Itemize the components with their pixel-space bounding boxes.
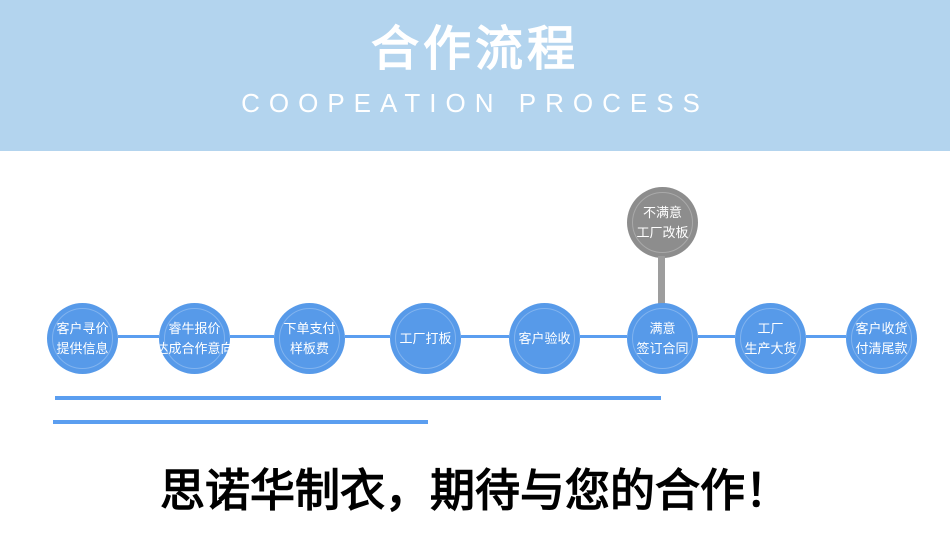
flow-connector [345, 335, 390, 338]
flow-node-label: 满意 [649, 320, 676, 336]
page-title: 合作流程 [370, 23, 579, 76]
flow-node-label: 客户收货 [855, 320, 908, 336]
flow-node-unsatisfied-revision: 不满意 工厂改板 [627, 187, 698, 258]
flow-node-label: 样板费 [289, 340, 329, 356]
flow-node-label: 客户寻价 [56, 320, 109, 336]
flow-node-customer-inquiry: 客户寻价 提供信息 [47, 303, 118, 374]
header-banner: 合作流程 COOPEATION PROCESS [0, 0, 950, 151]
flow-node-factory-sampling: 工厂打板 [390, 303, 461, 374]
flow-node-label: 生产大货 [744, 340, 797, 356]
flow-node-label: 付清尾款 [855, 340, 908, 356]
flow-node-label: 达成合作意向 [155, 340, 234, 356]
flow-node-label: 工厂改板 [636, 224, 689, 240]
flow-node-order-sample-fee: 下单支付 样板费 [274, 303, 345, 374]
page-subtitle: COOPEATION PROCESS [241, 88, 709, 118]
flow-connector [580, 335, 627, 338]
decorative-underline-short [53, 420, 428, 424]
vertical-connector [658, 256, 665, 305]
flow-node-label: 工厂打板 [399, 330, 452, 346]
flow-node-label: 不满意 [642, 204, 682, 220]
flow-connector [698, 335, 735, 338]
flow-connector [230, 335, 274, 338]
decorative-underline-long [55, 396, 661, 400]
footer-slogan: 思诺华制衣，期待与您的合作！ [159, 466, 790, 516]
flow-node-quote-agreement: 睿牛报价 达成合作意向 [156, 303, 234, 374]
flow-node-delivery-final-payment: 客户收货 付清尾款 [846, 303, 917, 374]
flow-node-label: 提供信息 [56, 340, 109, 356]
flow-connector [461, 335, 509, 338]
flow-node-label: 客户验收 [518, 330, 571, 346]
flow-node-customer-acceptance: 客户验收 [509, 303, 580, 374]
flow-connector [118, 335, 159, 338]
flow-node-label: 下单支付 [283, 320, 336, 336]
flow-connector [806, 335, 846, 338]
flow-node-label: 工厂 [757, 320, 784, 336]
flow-node-sign-contract: 满意 签订合同 [627, 303, 698, 374]
flow-node-label: 睿牛报价 [168, 320, 221, 336]
flow-node-label: 签订合同 [636, 340, 689, 356]
flow-node-bulk-production: 工厂 生产大货 [735, 303, 806, 374]
